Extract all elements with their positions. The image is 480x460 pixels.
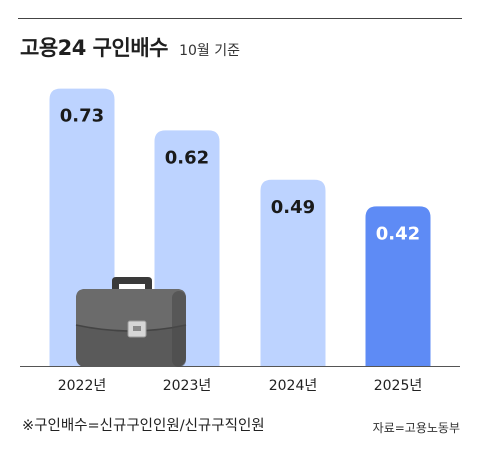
x-tick-1: 2023년 <box>163 378 212 394</box>
bars-group: 0.73 0.62 0.49 0.42 <box>49 88 431 366</box>
data-label-1: 0.62 <box>165 147 209 168</box>
bar-3 <box>365 206 431 366</box>
data-label-0: 0.73 <box>60 106 104 127</box>
data-label-2: 0.49 <box>271 197 315 218</box>
chart-title-block: 고용24 구인배수 10월 기준 <box>20 32 240 62</box>
chart-subtitle: 10월 기준 <box>179 43 240 59</box>
footnote: ※구인배수=신규구인인원/신규구직인원 <box>22 418 265 434</box>
x-tick-labels: 2022년 2023년 2024년 2025년 <box>58 378 423 394</box>
bar-2 <box>260 179 326 366</box>
data-label-3: 0.42 <box>376 223 420 244</box>
chart-title: 고용24 구인배수 <box>20 36 168 60</box>
x-tick-2: 2024년 <box>269 378 318 394</box>
x-tick-3: 2025년 <box>374 378 423 394</box>
top-rule <box>18 18 462 19</box>
source-credit: 자료=고용노동부 <box>372 421 460 435</box>
briefcase-icon <box>75 277 187 367</box>
x-tick-0: 2022년 <box>58 378 107 394</box>
